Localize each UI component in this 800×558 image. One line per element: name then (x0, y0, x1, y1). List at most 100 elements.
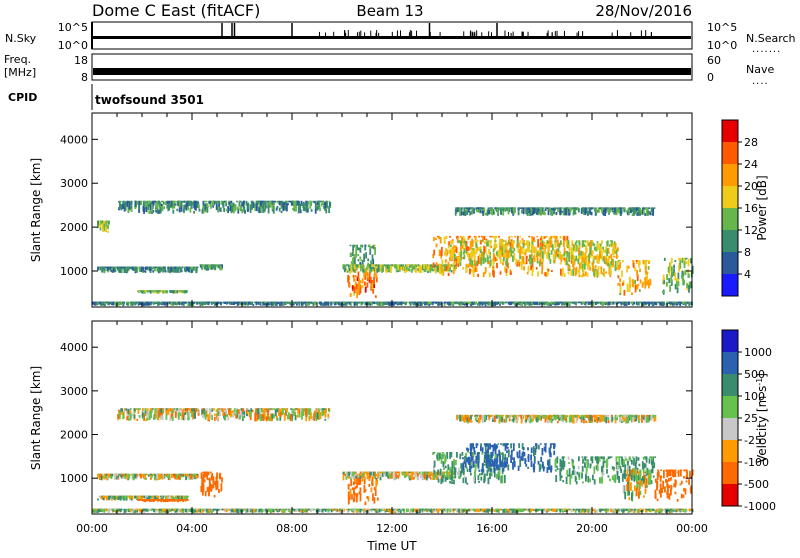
power-data-cell (397, 302, 399, 304)
power-data-cell (143, 290, 145, 292)
power-data-cell (218, 207, 220, 212)
power-data-cell (476, 267, 478, 272)
power-data-cell (669, 285, 671, 292)
freq-trace (93, 68, 691, 75)
power-data-cell (199, 209, 201, 212)
power-data-cell (122, 202, 124, 205)
power-data-cell (161, 290, 163, 292)
power-data-cell (352, 265, 354, 270)
power-data-cell (532, 270, 534, 277)
power-data-cell (325, 204, 327, 206)
power-data-cell (107, 221, 109, 223)
power-data-cell (388, 266, 390, 273)
power-data-cell (645, 207, 647, 210)
power-data-cell (183, 302, 185, 304)
power-data-cell (683, 258, 685, 262)
power-data-cell (470, 241, 472, 249)
power-data-cell (224, 302, 226, 304)
power-data-cell (329, 202, 331, 205)
power-data-cell (512, 251, 514, 253)
power-data-cell (152, 290, 154, 292)
power-data-cell (519, 249, 521, 256)
power-data-cell (628, 302, 630, 305)
power-data-cell (220, 265, 222, 270)
power-data-cell (618, 207, 620, 209)
power-data-cell (221, 201, 223, 205)
power-data-cell (205, 264, 207, 267)
power-data-cell (651, 207, 653, 212)
power-data (92, 201, 694, 306)
power-data-cell (585, 240, 587, 242)
velocity-data-cell (153, 509, 155, 512)
power-data-cell (179, 201, 181, 208)
power-colorbar-swatch (722, 186, 738, 209)
power-data-cell (279, 302, 281, 304)
power-data-cell (505, 240, 507, 242)
power-data-cell (418, 264, 420, 266)
power-data-cell (153, 302, 155, 304)
power-data-cell (333, 302, 335, 304)
power-data-cell (624, 290, 626, 296)
power-data-cell (560, 236, 562, 239)
power-data-cell (632, 213, 634, 216)
nave-right-tick-bottom: 0 (707, 71, 714, 84)
power-data-cell (432, 302, 434, 304)
power-data-cell (354, 288, 356, 290)
power-data-cell (448, 273, 450, 276)
power-data-cell (380, 264, 382, 268)
power-data-cell (363, 264, 365, 269)
power-data-cell (488, 210, 490, 215)
power-data-cell (513, 207, 515, 214)
power-data-cell (137, 302, 139, 304)
power-data-cell (636, 260, 638, 262)
noise-right-tick-top: 10^5 (707, 21, 737, 34)
power-data-cell (184, 302, 186, 304)
power-data-cell (487, 255, 489, 262)
power-data-cell (612, 207, 614, 210)
power-data-cell (568, 240, 570, 243)
power-data-cell (404, 302, 406, 304)
power-data-cell (485, 258, 487, 263)
power-data-cell (170, 302, 172, 306)
power-data-cell (448, 262, 450, 270)
power-data-cell (163, 202, 165, 204)
power-data-cell (454, 247, 456, 250)
power-data-cell (687, 302, 689, 304)
power-data-cell (367, 265, 369, 267)
power-data-cell (535, 302, 537, 305)
power-data-cell (215, 201, 217, 204)
power-data-cell (531, 255, 533, 257)
power-data-cell (165, 201, 167, 205)
power-data-cell (469, 212, 471, 215)
power-data-cell (363, 273, 365, 278)
power-data-cell (139, 290, 141, 292)
power-data-cell (524, 249, 526, 252)
power-data-cell (500, 259, 502, 264)
power-data-cell (564, 247, 566, 252)
power-data-cell (445, 248, 447, 255)
power-data-cell (506, 268, 508, 273)
power-data-cell (344, 268, 346, 272)
power-data-cell (525, 243, 527, 246)
power-data-cell (107, 225, 109, 229)
power-data-cell (193, 302, 195, 304)
power-data-cell (551, 270, 553, 272)
power-data-cell (520, 207, 522, 209)
power-data-cell (408, 264, 410, 266)
power-data-cell (368, 302, 370, 304)
power-data-cell (563, 240, 565, 244)
power-data-cell (435, 267, 437, 273)
power-data-cell (497, 302, 499, 304)
power-data-cell (455, 207, 457, 209)
power-data-cell (303, 203, 305, 212)
power-data-cell (235, 208, 237, 210)
power-data-cell (606, 249, 608, 257)
power-data-cell (591, 207, 593, 209)
power-data-cell (482, 240, 484, 242)
power-data-cell (453, 263, 455, 265)
power-data-cell (281, 201, 283, 207)
velocity-data-cell (275, 509, 277, 511)
power-data-cell (561, 207, 563, 209)
power-data-cell (636, 270, 638, 276)
power-colorbar-label: Power [dB] (755, 175, 769, 240)
